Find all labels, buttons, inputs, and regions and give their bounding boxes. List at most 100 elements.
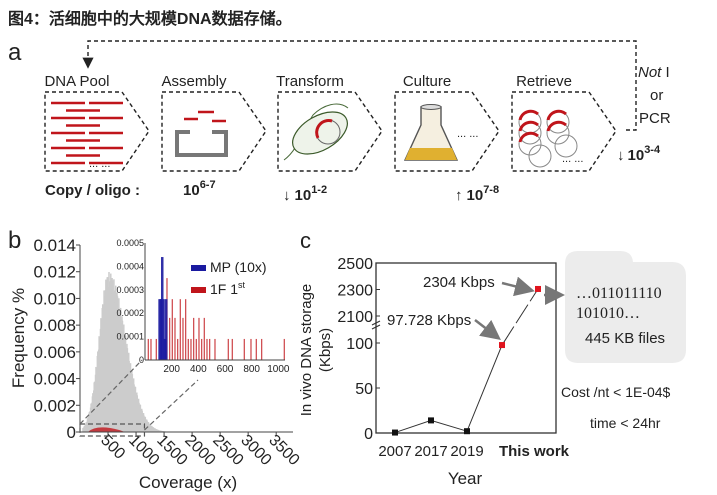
inset-x-tick-label: 1000 [267, 364, 290, 375]
annotation-arrow [474, 319, 501, 341]
inset-bar [171, 299, 173, 360]
inset-bar [250, 338, 252, 360]
low-coverage-red [87, 427, 125, 432]
inset-bar [163, 338, 167, 360]
b-y-tick-label: 0.008 [33, 316, 76, 335]
inset-bar [243, 338, 245, 360]
c-x-axis-title: Year [448, 469, 483, 488]
b-y-axis-title: Frequency % [9, 288, 28, 388]
axis-break-mark [371, 324, 381, 330]
inset-x-tick-label: 800 [243, 364, 260, 375]
workflow-steps: DNA Pool ... ... Assembly Transform Culture.… [44, 73, 617, 172]
c-y-tick-label: 0 [364, 426, 373, 443]
legend-swatch [191, 265, 206, 271]
inset-bar [206, 338, 208, 360]
step-label: Culture [403, 73, 451, 90]
loop-label-line3: PCR [639, 110, 671, 127]
step-box [511, 91, 617, 172]
inset-bar [159, 299, 163, 360]
inset-bar [174, 317, 176, 360]
inset-bar [261, 338, 263, 360]
inset-x-tick-label: 200 [163, 364, 180, 375]
inset-bar [177, 338, 179, 360]
zoom-line [79, 359, 143, 425]
b-x-tick-label: 1000 [125, 432, 162, 469]
inset-bar [187, 338, 189, 360]
c-data-point [535, 285, 541, 292]
plasmid-icon [554, 134, 578, 158]
b-x-tick-label: 2000 [181, 432, 218, 469]
storage-line-chart: 0 50 100 2100 2300 2500 2007 2017 2019 This work 9… [337, 256, 569, 460]
step-label: Retrieve [516, 73, 572, 90]
copy-number-culture: ↑ 107-8 [455, 184, 499, 204]
b-y-tick-label: 0.010 [33, 289, 76, 308]
annotation-97-kbps: 97.728 Kbps [387, 312, 471, 329]
b-y-tick-label: 0.014 [33, 236, 76, 255]
inset-y-tick-label: 0.0004 [116, 261, 144, 271]
inset-y-tick-label: 0 [139, 355, 144, 365]
binary-line-1: …011011110 [576, 285, 662, 302]
inset-bar [203, 317, 205, 360]
inset-bar [193, 317, 195, 360]
inset-x-tick-label: 600 [217, 364, 234, 375]
step-2: Transform [276, 73, 383, 172]
inset-bar [201, 338, 203, 360]
c-data-point [392, 429, 398, 436]
c-data-point [499, 342, 505, 349]
step-label: Assembly [161, 73, 227, 90]
step-1: Assembly [161, 73, 267, 172]
b-x-axis-title: Coverage (x) [139, 473, 237, 492]
inset-y-tick-label: 0.0005 [116, 238, 144, 248]
c-y-tick-label: 2500 [337, 256, 373, 273]
inset-bar [195, 338, 197, 360]
inset-bar [255, 338, 257, 360]
step-box [161, 91, 267, 172]
copy-number-retrieve: ↓ 103-4 [617, 144, 661, 164]
step-label: Transform [276, 73, 344, 90]
file-box [565, 251, 686, 363]
c-y-axis-unit: (Kbps) [317, 328, 334, 372]
plasmid-icon [528, 144, 552, 168]
inset-bar [155, 338, 157, 360]
inset-x-tick-label: 400 [190, 364, 207, 375]
cost-text: Cost /nt < 1E-04$ [561, 384, 671, 400]
c-x-tick-label: 2007 [378, 443, 411, 460]
plasmid-insert [518, 131, 539, 143]
copy-number-assembly: 106-7 [183, 179, 216, 199]
c-y-tick-label: 2100 [337, 309, 373, 326]
annotation-2304-kbps: 2304 Kbps [423, 274, 495, 291]
file-size-text: 445 KB files [585, 330, 665, 347]
inset-bar [182, 317, 184, 360]
c-data-point [428, 417, 434, 424]
step-3: Culture ... ... [394, 73, 500, 172]
axis-break-mark [371, 320, 381, 326]
copy-label: Copy / oligo : [45, 182, 140, 199]
culture-medium [405, 148, 457, 160]
inset-bar [227, 338, 229, 360]
inset-bar [283, 338, 285, 360]
vector-backbone-icon [175, 130, 228, 157]
step-4: Retrieve ... ... [511, 73, 617, 172]
plasmid-insert [315, 119, 333, 139]
b-x-tick-label: 3500 [265, 432, 302, 469]
step-box [44, 91, 150, 172]
inset-bar [209, 338, 211, 360]
inset-bar [169, 317, 171, 360]
inset-bar [198, 317, 200, 360]
c-x-tick-label: This work [499, 443, 570, 460]
ellipsis: ... ... [89, 158, 110, 170]
inset-bar [231, 338, 233, 360]
inset-y-tick-label: 0.0002 [116, 308, 144, 318]
b-x-tick-label: 3000 [237, 432, 274, 469]
c-x-tick-label: 2017 [414, 443, 447, 460]
inset-y-tick-label: 0.0001 [116, 332, 144, 342]
inset-bar [190, 338, 192, 360]
inset-bar [162, 299, 165, 360]
zoom-box [79, 423, 146, 437]
bacterium-icon [292, 111, 348, 155]
b-y-tick-label: 0.006 [33, 343, 76, 362]
c-series-line-broken [501, 288, 539, 346]
panel-b-label: b [8, 227, 21, 254]
copy-number-transform: ↓ 101-2 [283, 184, 327, 204]
